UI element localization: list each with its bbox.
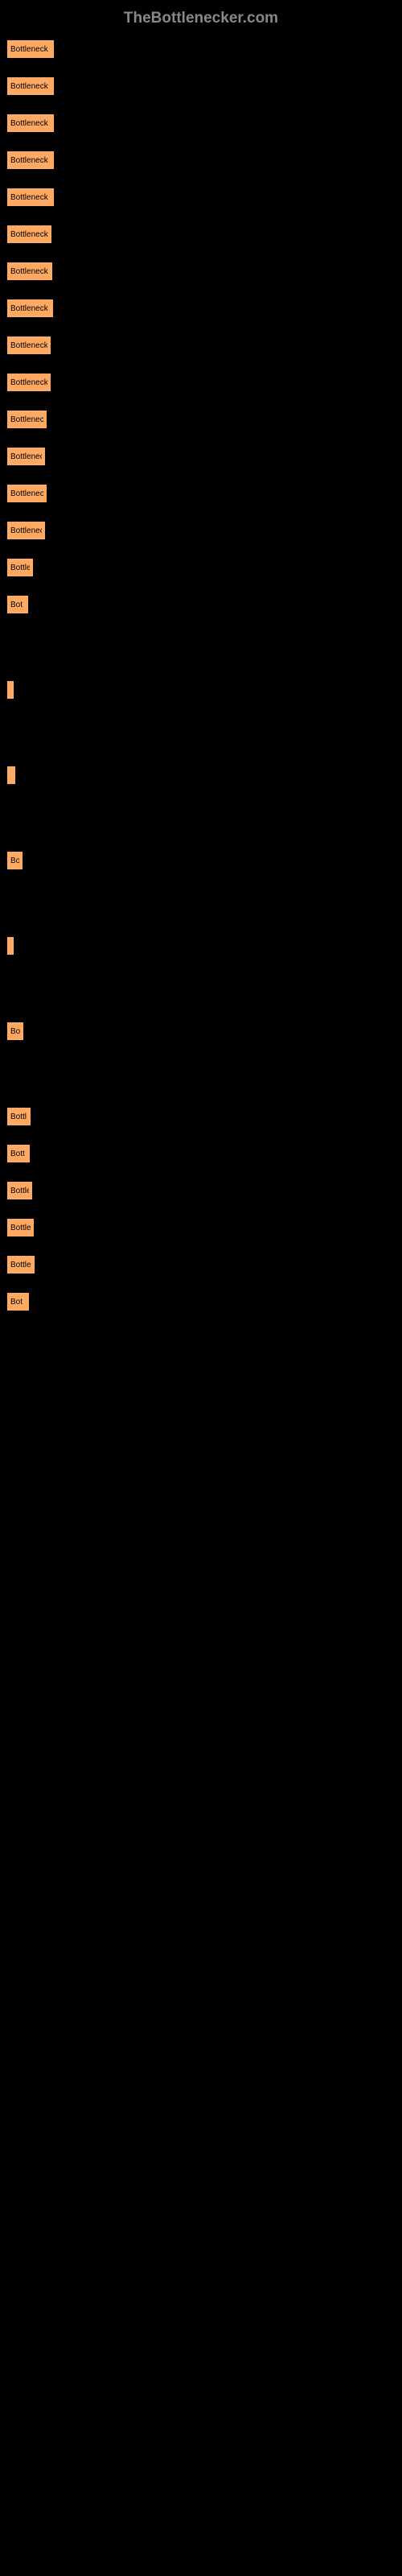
bar-row: Bottleneck [0,484,402,503]
bar-row: Bottlenec [0,447,402,466]
bar-row: Bottleneck re [0,114,402,133]
bar-label: Bottleneck [10,489,43,498]
bar-label: Bottleneck re [10,156,51,165]
bar-row [0,680,402,700]
bar-row: Bo [0,851,402,870]
bar-label: Bottleneck re [10,193,51,202]
bar-row: Bottleneck res [0,76,402,96]
bar-label: Bo [10,857,19,865]
bar-label: Bottle [10,1187,29,1195]
bar: Bottle [6,1255,35,1274]
bar-row: Bottleneck res [0,39,402,59]
bar: Bottleneck [6,484,47,503]
bar: Bottl [6,1107,31,1126]
bar: Bottleneck re [6,151,55,170]
bar-label: Bott [10,1150,25,1158]
bar: Bottleneck r [6,225,52,244]
bar: Bottleneck r [6,373,51,392]
bar-row: Bottleneck re [0,151,402,170]
bar: Bottleneck re [6,188,55,207]
bar: Bottle [6,1181,33,1200]
bar-row [0,766,402,785]
bar-label: Bottleneck re [10,304,50,313]
bar-label: Bottleneck re [10,119,51,128]
bar-row: Bottleneck r [0,336,402,355]
bar-row: Bottle [0,558,402,577]
bar: Bo [6,851,23,870]
bar-label: Bottleneck res [10,45,51,54]
bar-row: Bottleneck r [0,373,402,392]
bar-label: Bot [10,601,23,609]
bar-row: Bottleneck re [0,188,402,207]
bar-row: Bottleneck [0,410,402,429]
bar-row: Bottleneck re [0,299,402,318]
bar-label: Bottlenec [10,526,42,535]
bar: Bot [6,595,29,614]
bar: Bottlenec [6,447,46,466]
bar-row: Bo [0,1022,402,1041]
bar-label: Bottleneck re [10,267,49,276]
bar [6,680,14,700]
bar-row: Bottleneck re [0,262,402,281]
bar-label: Bot [10,1298,23,1307]
bar-label: Bottleneck r [10,378,47,387]
bar: Bottleneck re [6,262,53,281]
bar: Bo [6,1022,24,1041]
bar-label: Bottle [10,564,30,572]
bar-label: Bottle [10,1224,31,1232]
bar-row: Bot [0,595,402,614]
bar: Bottleneck [6,410,47,429]
bar-row: Bottle [0,1181,402,1200]
bar-chart: Bottleneck res Bottleneck res Bottleneck r… [0,39,402,1311]
bar-label: Bottleneck r [10,341,47,350]
bar-row: Bot [0,1292,402,1311]
bar: Bottleneck r [6,336,51,355]
bar-label: Bo [10,1027,20,1036]
bar-row: Bottl [0,1107,402,1126]
bar: Bottlenec [6,521,46,540]
bar-row: Bottleneck r [0,225,402,244]
bar [6,936,14,956]
bar [6,766,16,785]
bar-row: Bott [0,1144,402,1163]
bar-row: Bottle [0,1218,402,1237]
bar-row: Bottlenec [0,521,402,540]
bar-label: Bottleneck res [10,82,51,91]
bar-label: Bottle [10,1261,31,1269]
bar: Bottleneck res [6,76,55,96]
bar-label: Bottlenec [10,452,42,461]
bar-row: Bottle [0,1255,402,1274]
bar: Bottleneck re [6,299,54,318]
bar: Bottle [6,1218,35,1237]
bar: Bottleneck re [6,114,55,133]
bar-label: Bottl [10,1113,27,1121]
bar: Bottle [6,558,34,577]
bar: Bottleneck res [6,39,55,59]
bar: Bott [6,1144,31,1163]
bar-row [0,936,402,956]
page-title: TheBottlenecker.com [0,10,402,27]
bar-label: Bottleneck [10,415,43,424]
bar: Bot [6,1292,30,1311]
bar-label: Bottleneck r [10,230,48,239]
